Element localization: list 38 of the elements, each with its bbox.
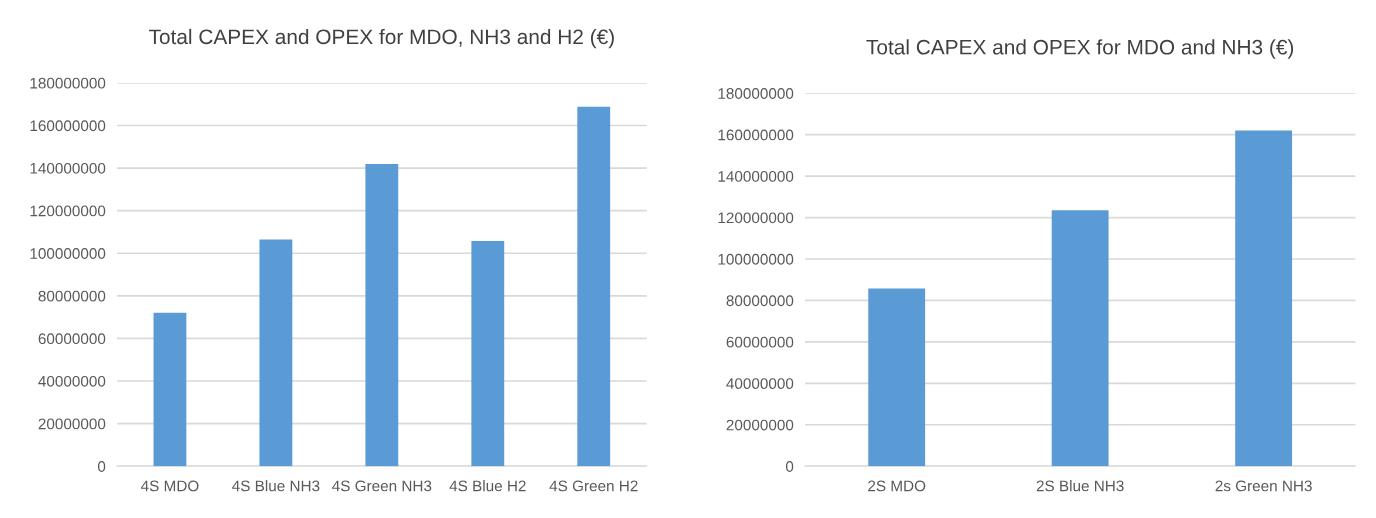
chart-title: Total CAPEX and OPEX for MDO, NH3 and H2 (€) <box>149 28 614 49</box>
y-tick-label: 40000000 <box>726 378 794 390</box>
y-tick-label: 0 <box>97 461 106 472</box>
y-tick-label: 60000000 <box>38 333 106 345</box>
chart-title: Total CAPEX and OPEX for MDO and NH3 (€) <box>866 39 1294 59</box>
y-tick-label: 180000000 <box>718 88 794 99</box>
y-tick-label: 80000000 <box>38 290 106 302</box>
bar <box>259 239 293 467</box>
bar <box>365 164 399 467</box>
y-tick-label: 20000000 <box>38 418 106 430</box>
x-tick-label: 4S MDO <box>141 480 199 492</box>
y-tick-label: 120000000 <box>30 205 106 217</box>
y-tick-label: 20000000 <box>726 419 794 431</box>
y-tick-label: 0 <box>785 461 794 472</box>
bar <box>1051 210 1109 467</box>
x-tick-label: 4S Green H2 <box>549 480 638 492</box>
y-tick-label: 80000000 <box>726 295 794 307</box>
y-tick-label: 160000000 <box>30 120 106 132</box>
y-tick-label: 180000000 <box>30 77 106 89</box>
x-tick-label: 4S Green NH3 <box>332 480 432 492</box>
y-tick-label: 140000000 <box>30 162 106 174</box>
bar <box>868 288 926 467</box>
y-tick-label: 120000000 <box>718 212 794 224</box>
bar <box>153 312 187 467</box>
x-tick-label: 2s Green NH3 <box>1215 480 1312 492</box>
y-tick-label: 100000000 <box>718 253 794 265</box>
bar <box>471 240 505 467</box>
x-tick-label: 2S Blue NH3 <box>1036 480 1124 492</box>
y-tick-label: 160000000 <box>718 129 794 141</box>
y-tick-label: 140000000 <box>718 170 794 182</box>
x-tick-label: 2S MDO <box>868 480 926 492</box>
y-tick-label: 100000000 <box>30 248 106 259</box>
y-tick-label: 60000000 <box>726 336 794 348</box>
x-tick-label: 4S Blue NH3 <box>232 480 320 492</box>
y-tick-label: 40000000 <box>38 375 106 387</box>
x-tick-label: 4S Blue H2 <box>449 480 526 492</box>
bar <box>1235 130 1293 467</box>
bar <box>577 106 611 467</box>
